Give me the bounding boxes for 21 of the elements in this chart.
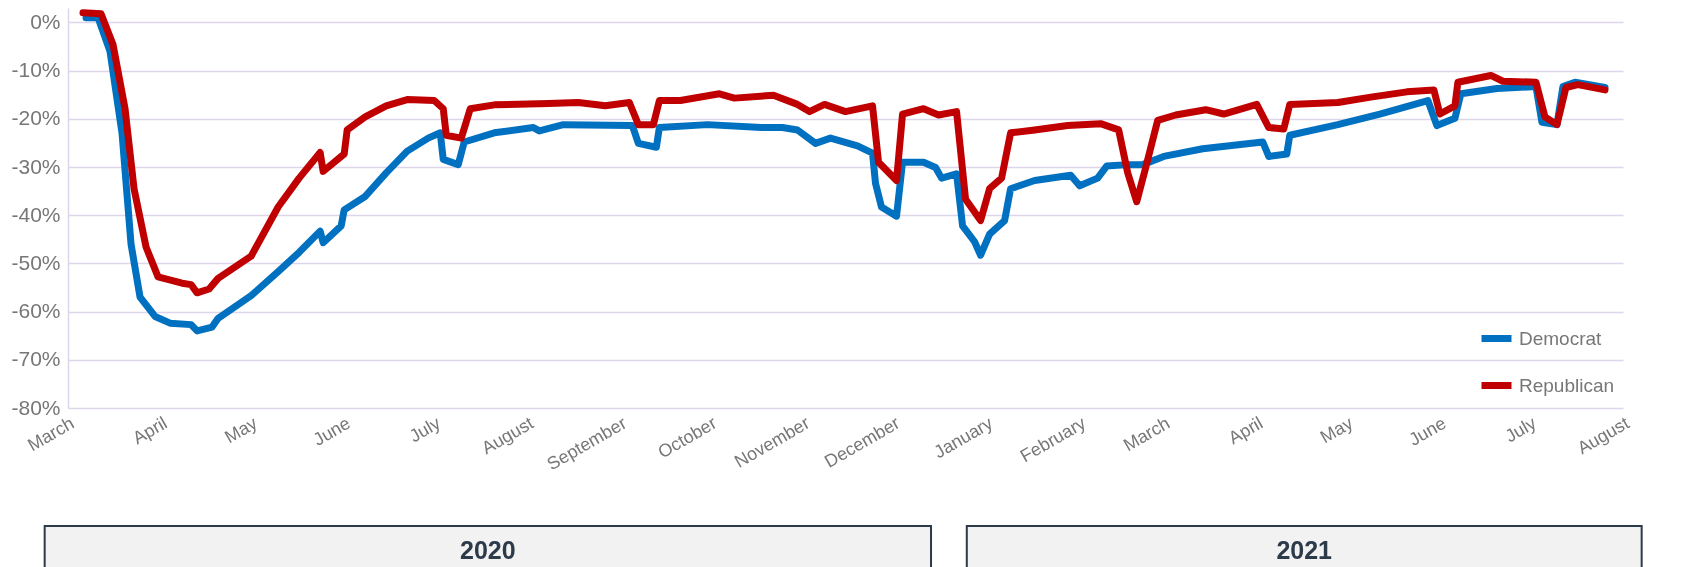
- x-tick-label: July: [406, 412, 444, 447]
- y-tick-label: 0%: [30, 9, 61, 33]
- x-tick-label: May: [1316, 412, 1357, 448]
- y-tick-label: -30%: [11, 154, 61, 178]
- y-tick-label: -20%: [11, 106, 61, 130]
- y-tick-label: -60%: [11, 299, 61, 323]
- legend-label: Republican: [1519, 374, 1615, 396]
- legend-label: Democrat: [1519, 327, 1603, 349]
- x-tick-label: April: [1225, 412, 1267, 449]
- text: 2021: [1276, 536, 1333, 564]
- x-tick-label: July: [1501, 412, 1540, 447]
- y-tick-label: -40%: [11, 202, 61, 226]
- x-tick-label: June: [1405, 412, 1450, 450]
- x-tick-label: June: [309, 412, 354, 450]
- x-tick-label: May: [221, 412, 261, 448]
- text: 2020: [460, 536, 516, 564]
- y-tick-label: -10%: [11, 58, 61, 82]
- y-tick-label: -70%: [11, 347, 61, 371]
- y-tick-label: -80%: [11, 395, 61, 419]
- x-tick-label: April: [129, 412, 171, 449]
- y-tick-label: -50%: [11, 250, 61, 274]
